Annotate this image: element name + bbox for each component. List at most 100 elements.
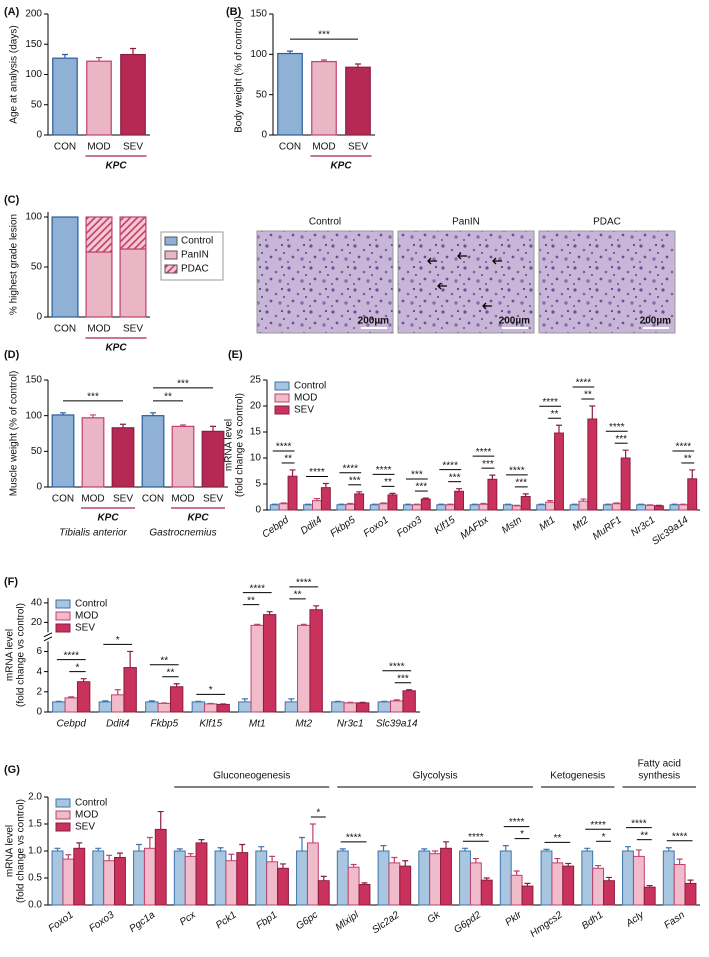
x-tick-label: Klf15 [199, 719, 222, 730]
arrow [482, 302, 492, 310]
bar [354, 493, 365, 511]
bar [520, 495, 531, 511]
bar [678, 504, 689, 511]
bar [278, 503, 289, 511]
bar [581, 850, 594, 906]
bar [64, 697, 78, 713]
error-bar [339, 848, 346, 851]
error-bar [271, 503, 278, 505]
error-bar [55, 700, 62, 702]
x-tick-label: Acly [623, 909, 646, 930]
error-bar [555, 424, 562, 434]
bar [369, 504, 380, 511]
x-tick-label: Gk [426, 909, 444, 926]
x-tick-label: MOD [87, 324, 110, 335]
error-bar [347, 502, 354, 505]
bar [440, 847, 452, 906]
x-tick-label: Mt2 [571, 514, 591, 533]
group-label: Gastrocnemius [149, 528, 216, 539]
significance-label: *** [177, 378, 189, 389]
bar [673, 864, 686, 906]
error-bar [422, 497, 429, 500]
legend-swatch [55, 599, 71, 609]
error-bar [421, 848, 428, 851]
error-bar [102, 700, 109, 702]
bar [195, 842, 208, 906]
error-bar [62, 53, 68, 59]
bar-segment [119, 248, 147, 318]
group-label: synthesis [638, 771, 680, 782]
bar [296, 850, 308, 906]
bar [378, 503, 389, 511]
bar [269, 504, 280, 511]
significance-label: **** [476, 447, 492, 458]
x-tick-label: SEV [123, 142, 143, 153]
y-tick-label: 50 [31, 446, 43, 457]
error-bar [322, 482, 329, 488]
group-label: Fatty acid [638, 759, 681, 770]
error-bar [381, 700, 388, 702]
error-bar [279, 863, 286, 869]
bar [343, 702, 357, 713]
y-axis-label: (fold change vs control) [16, 603, 27, 707]
error-bar [313, 497, 320, 501]
micrograph [256, 230, 394, 334]
bar [540, 850, 553, 906]
bar [636, 504, 647, 511]
y-tick-label: 0 [255, 505, 261, 516]
y-tick-label: 10 [250, 453, 262, 464]
bar [662, 850, 675, 906]
legend-swatch [55, 611, 71, 621]
bar [114, 856, 126, 906]
x-tick-label: Mt1 [249, 719, 266, 730]
x-tick-label: Foxo1 [362, 515, 391, 540]
significance-label: * [316, 808, 320, 819]
legend-label: PanIN [181, 250, 209, 261]
significance-label: ** [167, 667, 175, 678]
error-bar [646, 884, 653, 888]
error-bar [195, 700, 202, 702]
bar [184, 855, 197, 906]
x-tick-label: Foxo3 [87, 909, 116, 934]
y-tick-label: 2.0 [28, 792, 42, 803]
bar [123, 667, 137, 713]
x-tick-label: MOD [171, 494, 194, 505]
bar [653, 505, 664, 511]
bar [620, 457, 631, 511]
error-bar [266, 611, 273, 615]
significance-label: ** [160, 655, 168, 666]
panel-label: (D) [4, 349, 20, 361]
significance-label: **** [309, 467, 325, 478]
x-tick-label: Fkbp5 [150, 719, 178, 730]
x-tick-label: Pcx [178, 909, 199, 928]
error-bar [456, 488, 463, 492]
error-bar [502, 845, 509, 851]
x-tick-label: Foxo1 [47, 910, 76, 935]
error-bar [180, 424, 186, 427]
y-tick-label: 15 [250, 427, 262, 438]
y-tick-label: 25 [250, 375, 262, 386]
legend-swatch [274, 393, 290, 403]
error-bar [173, 683, 180, 687]
x-tick-label: Pgc1a [128, 909, 158, 935]
y-tick-label: 100 [25, 69, 42, 80]
bar [320, 487, 331, 511]
error-bar [228, 853, 235, 861]
panel-label: (E) [228, 349, 243, 361]
bar [141, 415, 165, 488]
legend-swatch [164, 264, 178, 274]
bar [445, 504, 456, 511]
subgroup-label: KPC [187, 513, 209, 524]
error-bar [513, 504, 520, 506]
bar [255, 850, 268, 906]
bar [611, 503, 622, 511]
x-tick-label: SEV [203, 494, 223, 505]
error-bar [413, 503, 420, 505]
error-bar [334, 700, 341, 702]
micrograph [538, 230, 676, 334]
significance-label: **** [609, 422, 625, 433]
error-bar [198, 839, 205, 843]
x-tick-label: G6pd2 [452, 909, 483, 935]
error-bar [447, 503, 454, 505]
